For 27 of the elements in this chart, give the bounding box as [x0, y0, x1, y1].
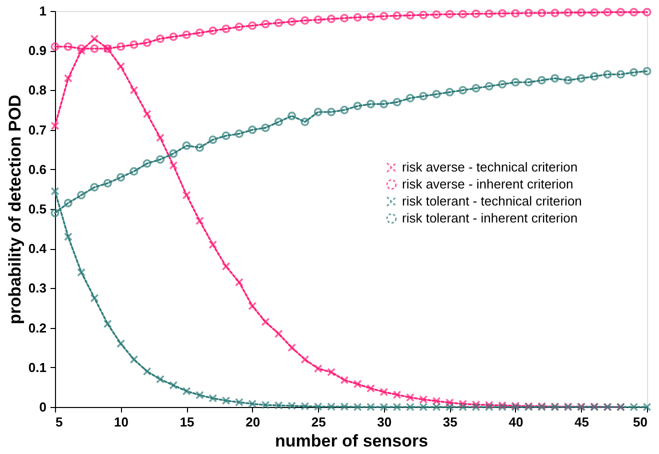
x-tick-label: 20	[246, 414, 260, 430]
x-tick-label: 5	[56, 414, 63, 430]
y-tick-label: 0	[39, 400, 46, 414]
legend-label: risk tolerant - inherent criterion	[402, 210, 578, 226]
y-tick-label: 0.4	[28, 241, 48, 256]
x-tick-label: 30	[377, 414, 392, 430]
y-tick-label: 0.8	[28, 82, 46, 98]
x-tick-label: 10	[114, 414, 129, 430]
y-tick-label: 0.9	[28, 43, 46, 58]
y-tick-label: 0.1	[28, 360, 46, 375]
y-tick-label: 0.5	[28, 202, 46, 216]
x-axis-title: number of sensors	[274, 432, 428, 450]
legend-label: risk averse - technical criterion	[402, 160, 578, 174]
x-tick-label: 50	[633, 414, 648, 430]
y-tick-label: 0.3	[28, 280, 46, 296]
x-tick-label: 40	[508, 414, 524, 430]
x-tick-label: 45	[574, 414, 589, 430]
y-axis-title: probability of detection POD	[5, 94, 24, 324]
legend-label: risk averse - inherent criterion	[402, 176, 574, 192]
y-tick-label: 0.6	[28, 162, 46, 177]
x-tick-label: 15	[180, 414, 194, 430]
y-tick-label: 0.7	[28, 122, 46, 138]
y-tick-label: 1	[39, 4, 46, 18]
x-tick-label: 35	[442, 414, 458, 430]
x-tick-label: 25	[311, 414, 326, 430]
legend-label: risk tolerant - technical criterion	[402, 194, 582, 208]
y-tick-label: 0.2	[28, 320, 46, 336]
